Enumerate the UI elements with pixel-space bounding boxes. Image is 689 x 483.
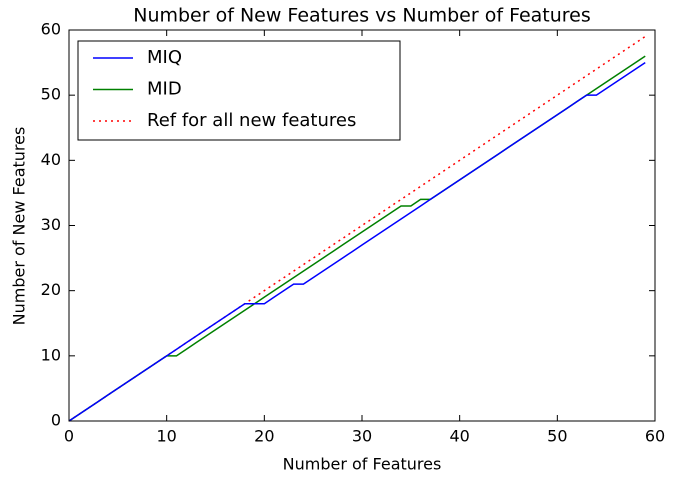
legend-box [77, 40, 401, 141]
y-axis-label: Number of New Features [10, 127, 29, 326]
y-tick-label: 0 [51, 411, 61, 430]
plot-frame [68, 29, 656, 422]
legend-label: MID [147, 79, 182, 100]
y-tick-label: 60 [41, 20, 61, 39]
x-tick-label: 60 [645, 427, 665, 446]
chart-title: Number of New Features vs Number of Feat… [133, 5, 591, 27]
x-tick-label: 50 [547, 427, 567, 446]
x-tick-label: 30 [352, 427, 372, 446]
x-tick-label: 0 [64, 427, 74, 446]
x-tick-label: 20 [254, 427, 274, 446]
x-axis-label: Number of Features [283, 455, 442, 474]
y-tick-label: 20 [41, 280, 61, 299]
x-tick-label: 40 [449, 427, 469, 446]
y-tick-label: 40 [41, 150, 61, 169]
y-tick-label: 50 [41, 85, 61, 104]
y-tick-label: 30 [41, 215, 61, 234]
x-tick-label: 10 [156, 427, 176, 446]
series-line [68, 61, 646, 422]
legend-label: MIQ [147, 47, 182, 68]
legend-label: Ref for all new features [147, 110, 356, 131]
y-tick-label: 10 [41, 345, 61, 364]
